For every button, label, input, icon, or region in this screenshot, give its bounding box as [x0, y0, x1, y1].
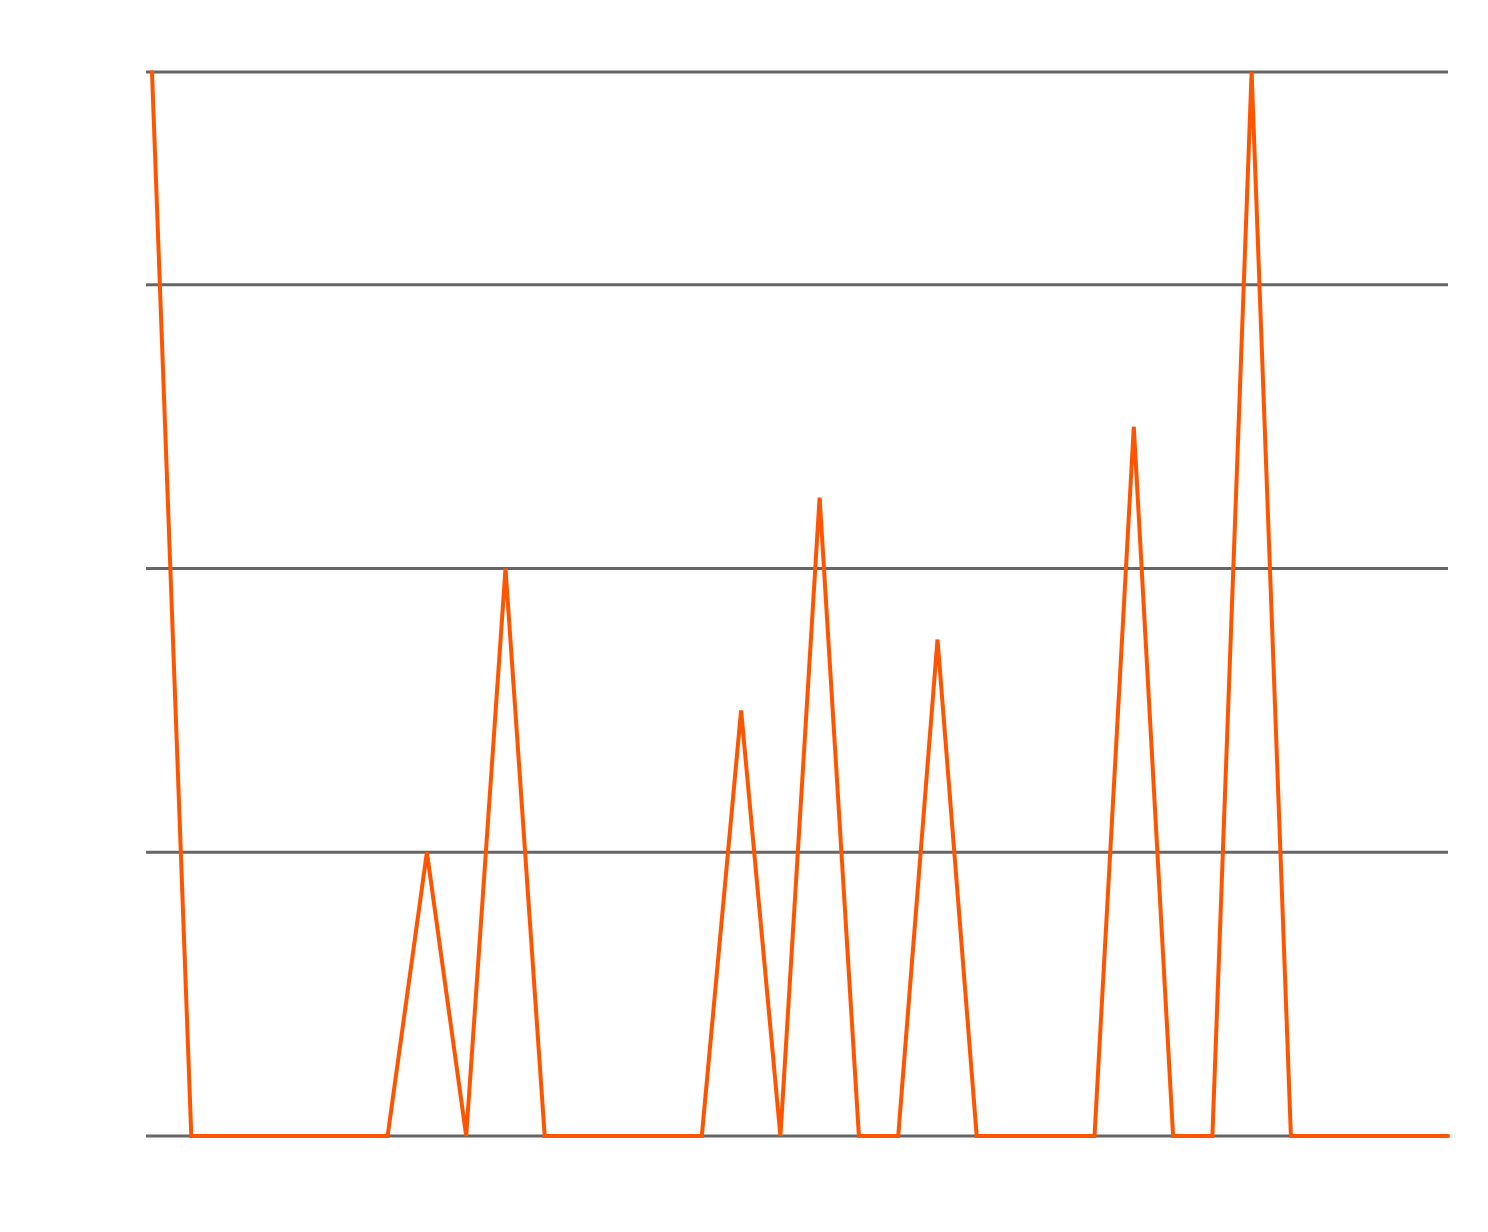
series-layer [150, 70, 1450, 1138]
series-line [150, 70, 1450, 1138]
grid-layer [146, 70, 1448, 1138]
